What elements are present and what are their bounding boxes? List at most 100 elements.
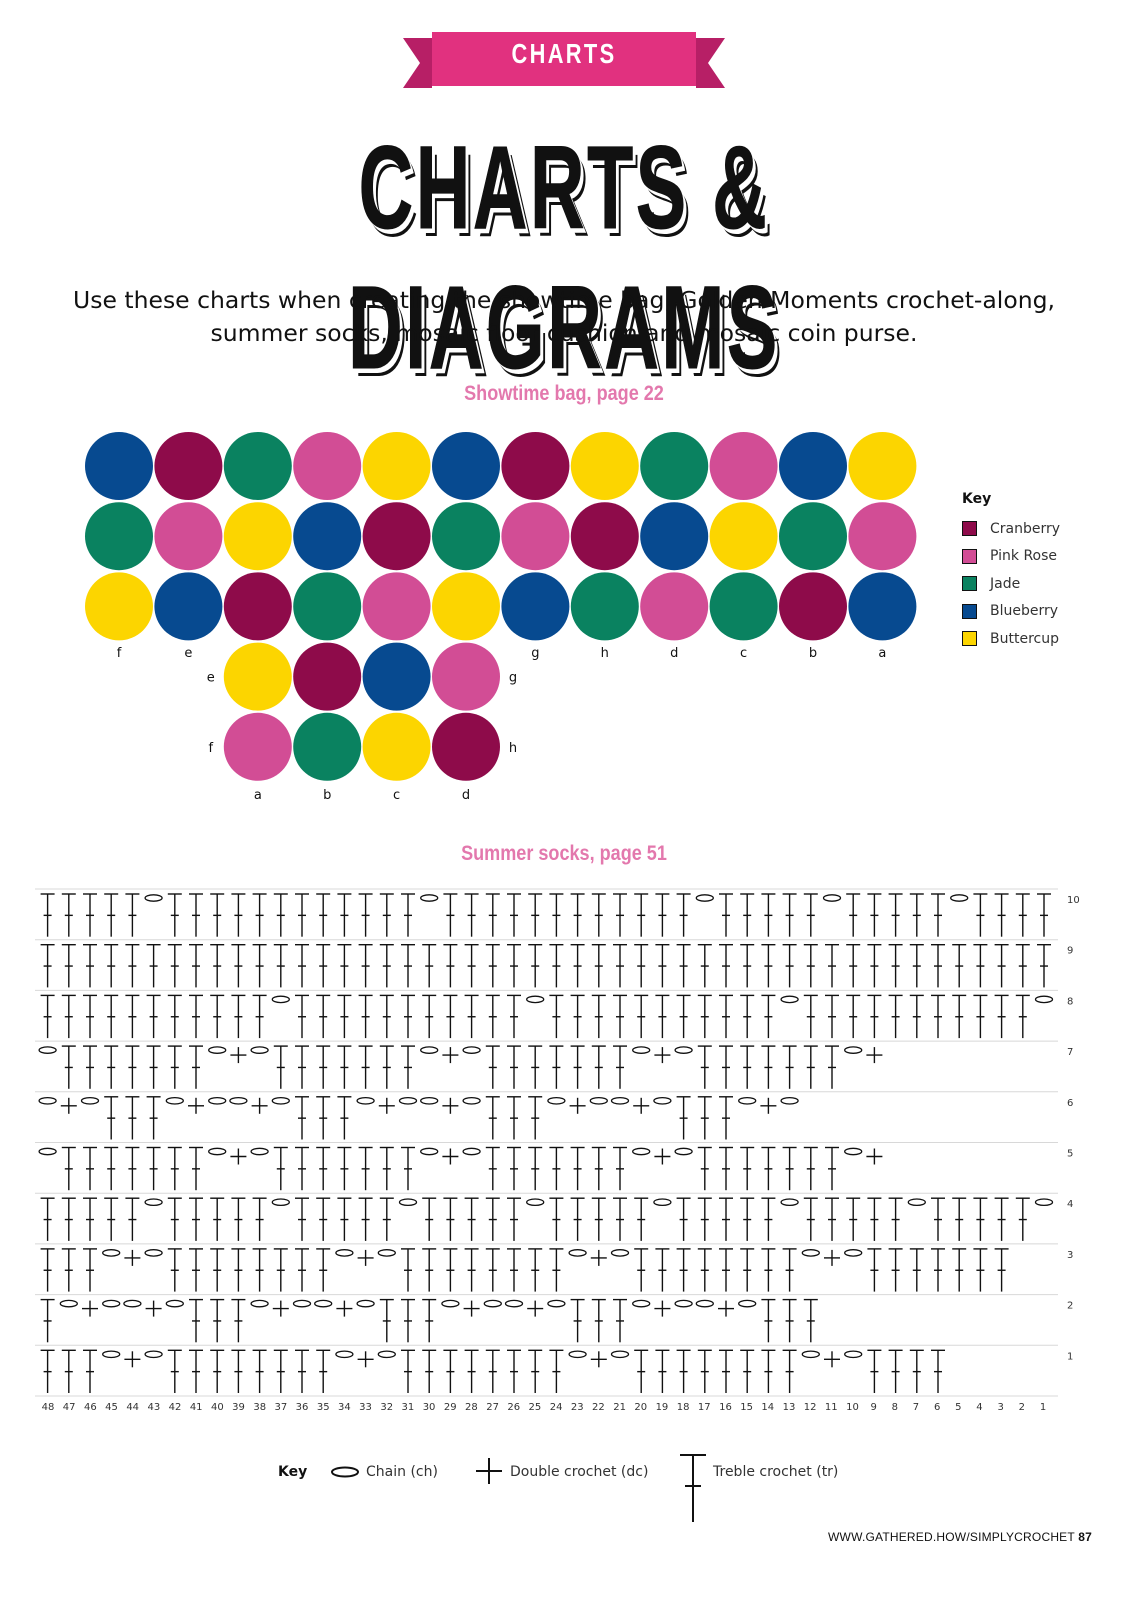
treble-stitch: [252, 1248, 267, 1292]
treble-stitch: [443, 1349, 458, 1393]
column-number: 9: [870, 1402, 876, 1413]
treble-stitch: [189, 1146, 203, 1191]
treble-stitch: [697, 1349, 712, 1393]
treble-stitch: [40, 1298, 55, 1343]
treble-stitch: [761, 1197, 776, 1241]
treble-stitch: [316, 1197, 331, 1241]
treble-stitch: [697, 994, 712, 1039]
treble-stitch: [634, 893, 649, 937]
treble-stitch: [485, 1197, 500, 1241]
intro-line-1: Use these charts when creating the showt…: [73, 286, 1055, 314]
chain-stitch: [102, 1299, 121, 1308]
treble-stitch: [888, 1248, 903, 1292]
treble-stitch: [189, 1298, 203, 1343]
bag-circle: [640, 572, 709, 641]
treble-stitch: [125, 1197, 140, 1241]
double-crochet-stitch: [718, 1300, 734, 1317]
treble-stitch: [507, 994, 521, 1039]
treble-stitch: [591, 944, 606, 988]
treble-stitch: [61, 994, 76, 1039]
treble-stitch: [485, 893, 500, 937]
treble-stitch: [61, 1146, 76, 1191]
chain-stitch: [801, 1249, 820, 1257]
treble-stitch: [401, 1298, 415, 1343]
ribbon-left-tail: [403, 38, 432, 88]
chain-stitch: [356, 1299, 375, 1308]
bag-color-key: Key Cranberry Pink Rose Jade Blueberry Butte…: [962, 491, 1102, 653]
treble-stitch: [549, 1349, 564, 1393]
treble-stitch: [167, 1045, 182, 1089]
treble-stitch: [613, 994, 627, 1039]
treble-stitch: [697, 1045, 712, 1089]
treble-stitch: [740, 1349, 755, 1393]
chain-stitch: [674, 1147, 693, 1156]
treble-stitch: [443, 1197, 458, 1241]
treble-stitch: [210, 1197, 225, 1241]
double-crochet-stitch: [442, 1148, 459, 1165]
treble-stitch: [146, 944, 161, 988]
treble-stitch: [358, 893, 373, 937]
treble-stitch: [167, 893, 182, 937]
treble-stitch: [634, 1349, 649, 1393]
bag-key-item: Jade: [962, 570, 1102, 598]
treble-stitch: [464, 994, 479, 1039]
treble-stitch: [337, 1096, 352, 1140]
treble-stitch: [83, 1197, 97, 1241]
treble-stitch: [358, 994, 373, 1039]
row-number: 7: [1067, 1047, 1073, 1058]
treble-stitch: [719, 1096, 733, 1140]
treble-stitch: [655, 1349, 670, 1393]
treble-stitch: [125, 1045, 140, 1089]
bag-key-item: Blueberry: [962, 598, 1102, 626]
treble-stitch: [825, 1045, 839, 1089]
treble-stitch: [613, 1298, 627, 1343]
chain-stitch: [653, 1198, 672, 1207]
treble-stitch: [655, 944, 670, 988]
treble-stitch: [782, 1298, 797, 1343]
column-number: 42: [169, 1402, 182, 1413]
treble-stitch: [464, 944, 479, 988]
treble-stitch: [295, 893, 309, 937]
row-number: 6: [1067, 1098, 1073, 1109]
chain-stitch: [632, 1046, 651, 1054]
treble-stitch: [803, 893, 818, 937]
bag-column-label: d: [462, 788, 470, 803]
treble-stitch: [464, 1248, 479, 1292]
chain-stitch: [377, 1249, 396, 1257]
chain-stitch: [547, 1299, 566, 1308]
treble-stitch: [888, 893, 903, 937]
chain-stitch: [420, 1096, 439, 1105]
treble-stitch: [485, 994, 500, 1039]
treble-stitch: [846, 893, 861, 937]
treble-stitch: [952, 944, 967, 988]
column-number: 13: [783, 1402, 796, 1413]
treble-stitch: [888, 944, 903, 988]
column-number: 24: [550, 1402, 563, 1413]
treble-stitch: [1015, 994, 1030, 1039]
chain-stitch: [356, 1096, 375, 1105]
treble-stitch: [549, 893, 564, 937]
chain-stitch: [420, 1046, 439, 1054]
treble-stitch: [613, 944, 627, 988]
chain-stitch: [462, 1046, 481, 1054]
chain-stitch: [844, 1046, 863, 1054]
treble-stitch: [825, 994, 839, 1039]
treble-stitch: [909, 944, 924, 988]
chain-stitch: [844, 1249, 863, 1257]
treble-stitch: [210, 994, 225, 1039]
bag-row-label: f: [209, 741, 214, 756]
treble-stitch: [379, 1146, 394, 1191]
treble-stitch: [507, 1248, 521, 1292]
chain-stitch: [653, 1096, 672, 1105]
bag-column-label: g: [531, 646, 539, 661]
treble-stitch: [252, 893, 267, 937]
chain-stitch: [59, 1299, 78, 1308]
double-crochet-stitch: [230, 1047, 247, 1064]
treble-stitch: [104, 944, 119, 988]
chain-stitch: [144, 1350, 163, 1359]
column-number: 8: [892, 1402, 898, 1413]
treble-stitch: [994, 893, 1009, 937]
treble-stitch: [973, 893, 988, 937]
column-number: 26: [507, 1402, 520, 1413]
treble-stitch: [528, 893, 543, 937]
